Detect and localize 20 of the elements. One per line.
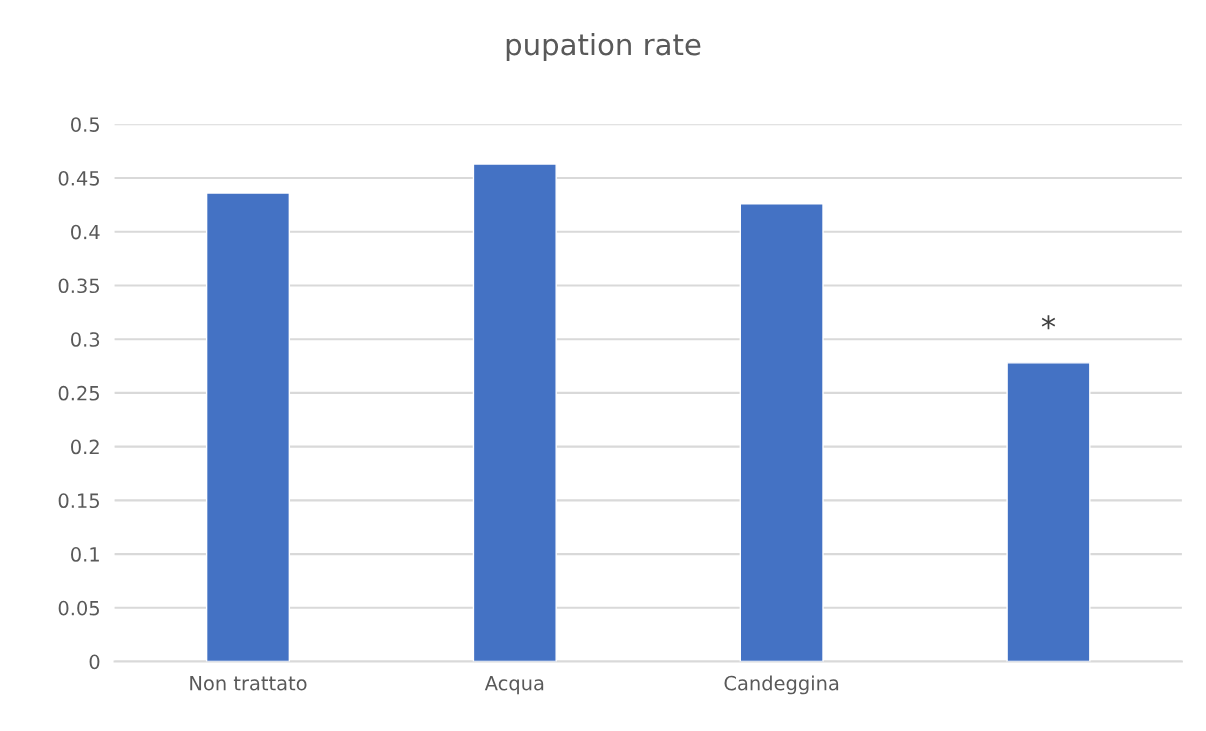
x-tick-label: Non trattato bbox=[190, 676, 307, 691]
y-tick-label: 0.25 bbox=[58, 385, 99, 401]
bar bbox=[472, 163, 557, 662]
y-tick-label: 0.05 bbox=[58, 600, 99, 616]
y-tick-label: 0.45 bbox=[58, 170, 99, 186]
x-tick-label: Acqua bbox=[484, 676, 544, 695]
y-tick-label: 0.2 bbox=[71, 439, 99, 455]
x-tick-label: Candeggina bbox=[724, 675, 839, 695]
annotation: * bbox=[1041, 315, 1056, 330]
chart-title: pupation rate bbox=[506, 32, 701, 62]
y-tick-label: 0.15 bbox=[58, 493, 99, 509]
bar bbox=[205, 192, 291, 662]
y-tick-label: 0.1 bbox=[71, 547, 99, 562]
y-tick-label: 0.35 bbox=[58, 278, 99, 294]
bar bbox=[1006, 362, 1091, 662]
y-tick-label: 0 bbox=[89, 654, 100, 670]
y-tick-label: 0.4 bbox=[71, 224, 100, 240]
bar bbox=[739, 203, 824, 662]
y-tick-label: 0.5 bbox=[71, 117, 99, 132]
y-tick-label: 0.3 bbox=[71, 332, 100, 347]
